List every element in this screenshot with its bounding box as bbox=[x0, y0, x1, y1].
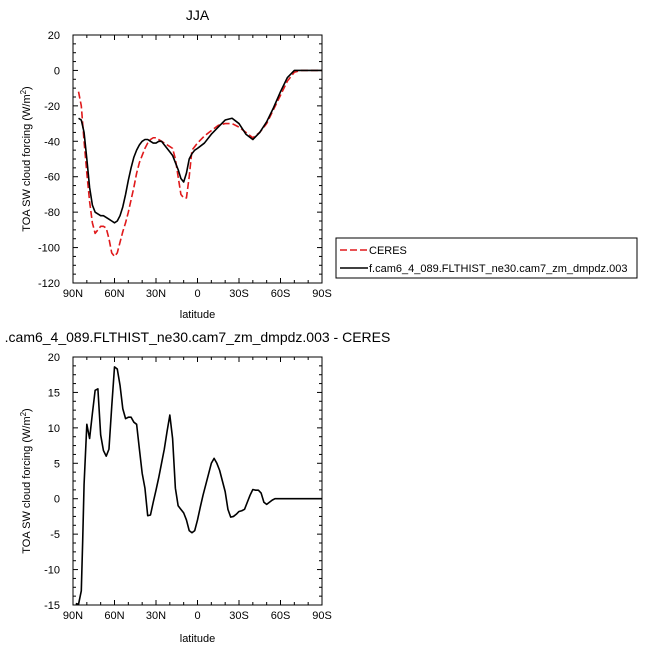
x-tick-label: 60S bbox=[271, 288, 291, 300]
x-tick-label: 60N bbox=[104, 610, 124, 622]
legend-label: f.cam6_4_089.FLTHIST_ne30.cam7_zm_dmpdz.… bbox=[369, 263, 627, 275]
y-tick-label: 0 bbox=[54, 494, 60, 506]
y-tick-label: 20 bbox=[48, 352, 60, 364]
y-tick-label: -100 bbox=[38, 243, 60, 255]
x-tick-label: 60N bbox=[104, 288, 124, 300]
x-tick-label: 30S bbox=[229, 610, 249, 622]
y-tick-label: 20 bbox=[48, 30, 60, 42]
x-tick-label: 30N bbox=[146, 610, 166, 622]
series-line-f-cam6-4-089-flthist-ne30-cam7-zm-dmpdz-003 bbox=[78, 69, 322, 224]
plot-1: JJA 90N 60N 30N 0 30S 60S 90S 20 0 -20 -40 -60 -80 -10… bbox=[19, 7, 638, 321]
x-tick-label: 60S bbox=[271, 610, 291, 622]
series-line-1 bbox=[75, 366, 322, 605]
y-tick-label: -10 bbox=[44, 565, 60, 577]
y-tick-label: 0 bbox=[54, 65, 60, 77]
x-tick-label: 30S bbox=[229, 288, 249, 300]
x-axis-label: latitude bbox=[180, 633, 215, 645]
plot-2: .cam6_4_089.FLTHIST_ne30.cam7_zm_dmpdz.0… bbox=[5, 329, 391, 645]
series-line-ceres bbox=[77, 69, 322, 258]
x-axis-label: latitude bbox=[180, 309, 215, 321]
y-tick-label: -120 bbox=[38, 278, 60, 290]
chart-title: .cam6_4_089.FLTHIST_ne30.cam7_zm_dmpdz.0… bbox=[5, 329, 391, 345]
y-tick-label: -5 bbox=[50, 529, 60, 541]
y-tick-label: 15 bbox=[48, 387, 60, 399]
plot-frame bbox=[72, 356, 323, 606]
chart-title: JJA bbox=[186, 7, 210, 23]
x-tick-label: 0 bbox=[194, 610, 200, 622]
x-tick-label: 90S bbox=[312, 610, 332, 622]
y-axis-label: TOA SW cloud forcing (W/m2) bbox=[19, 86, 33, 231]
y-tick-label: -40 bbox=[44, 136, 60, 148]
x-tick-label: 0 bbox=[194, 288, 200, 300]
y-tick-label: -15 bbox=[44, 600, 60, 612]
y-tick-label: -20 bbox=[44, 101, 60, 113]
x-tick-label: 90N bbox=[63, 288, 83, 300]
y-tick-label: -60 bbox=[44, 172, 60, 184]
x-tick-label: 30N bbox=[146, 288, 166, 300]
legend-box bbox=[335, 237, 638, 279]
legend: CERES f.cam6_4_089.FLTHIST_ne30.cam7_zm_d… bbox=[335, 237, 638, 279]
legend-label: CERES bbox=[369, 245, 407, 257]
x-tick-label: 90N bbox=[63, 610, 83, 622]
y-tick-label: -80 bbox=[44, 207, 60, 219]
y-axis-label: TOA SW cloud forcing (W/m2) bbox=[19, 408, 33, 553]
y-tick-label: 5 bbox=[54, 458, 60, 470]
y-tick-label: 10 bbox=[48, 423, 60, 435]
x-tick-label: 90S bbox=[312, 288, 332, 300]
